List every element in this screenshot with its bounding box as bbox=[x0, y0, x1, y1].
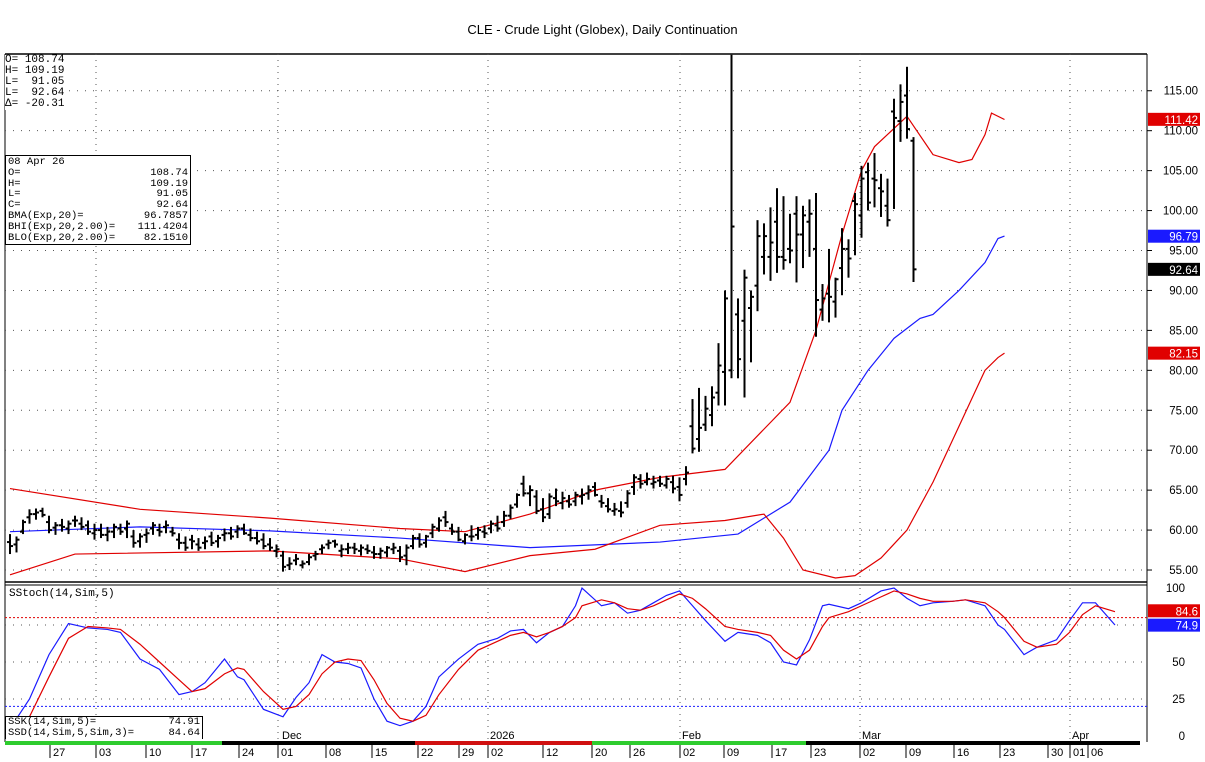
price-tick-label: 95.00 bbox=[1169, 246, 1198, 258]
info-row: O= 108.74 bbox=[8, 166, 188, 179]
date-tick-label: 30 bbox=[1051, 747, 1063, 759]
price-value-tag-text: 96.79 bbox=[1169, 232, 1198, 244]
date-tick-label: 02 bbox=[491, 747, 503, 759]
info-row: C= 92.64 bbox=[8, 199, 188, 212]
price-value-tag bbox=[1148, 112, 1200, 126]
info-row: BMA(Exp,20)= 96.7857 bbox=[8, 209, 188, 222]
stoch-value-tag bbox=[1148, 618, 1200, 632]
price-tick-label: 65.00 bbox=[1169, 485, 1198, 497]
stoch-row: SSD(14,Sim,5,Sim,3)= 84.64 bbox=[8, 727, 200, 739]
date-tick-label: 20 bbox=[595, 747, 607, 759]
stoch-tick-label: 50 bbox=[1172, 657, 1185, 669]
price-tick-label: 75.00 bbox=[1169, 405, 1198, 417]
price-tick-label: 90.00 bbox=[1169, 285, 1198, 297]
date-tick-label: 01 bbox=[1073, 747, 1085, 759]
moving-average-line bbox=[9, 235, 1005, 549]
date-tick-label: 12 bbox=[546, 747, 558, 759]
stoch-tick-label: 100 bbox=[1166, 583, 1185, 595]
price-tick-label: 115.00 bbox=[1164, 86, 1198, 98]
month-label: Dec bbox=[282, 730, 302, 742]
price-value-tag bbox=[1148, 229, 1200, 243]
date-tick-label: 09 bbox=[727, 747, 739, 759]
ohlc-readout: O= 108.74 H= 109.19 L= 91.05 L= 92.64 Δ=… bbox=[5, 54, 65, 110]
price-tick-label: 105.00 bbox=[1163, 166, 1198, 178]
price-value-tag-text: 111.42 bbox=[1165, 115, 1198, 127]
price-tick-label: 80.00 bbox=[1169, 365, 1198, 377]
date-bar-segment bbox=[222, 741, 415, 745]
price-tick-label: 60.00 bbox=[1169, 525, 1198, 537]
date-tick-label: 17 bbox=[775, 747, 787, 759]
date-tick-label: 15 bbox=[375, 747, 387, 759]
date-tick-label: 17 bbox=[195, 747, 207, 759]
price-tick-label: 70.00 bbox=[1169, 445, 1198, 457]
date-tick-label: 01 bbox=[281, 747, 293, 759]
stoch-row: SSK(14,Sim,5)= 74.91 bbox=[8, 716, 200, 728]
date-tick-label: 27 bbox=[53, 747, 65, 759]
stoch-panel-title: SStoch(14,Sim,5) bbox=[9, 588, 115, 600]
date-tick-label: 02 bbox=[683, 747, 695, 759]
readout-row: Δ= -20.31 bbox=[5, 98, 65, 110]
month-label: Apr bbox=[1072, 730, 1089, 742]
stoch-readout: SSK(14,Sim,5)= 74.91 SSD(14,Sim,5,Sim,3)=… bbox=[5, 716, 203, 739]
date-tick-label: 06 bbox=[1091, 747, 1103, 759]
info-panel: 08 Apr 26 O= 108.74 H= 109.19 L= 91.05 C= 92… bbox=[5, 155, 191, 246]
price-value-tag-text: 92.64 bbox=[1169, 265, 1198, 277]
info-row: H= 109.19 bbox=[8, 177, 188, 190]
stoch-tick-label: 0 bbox=[1179, 731, 1185, 743]
price-tick-label: 55.00 bbox=[1169, 565, 1198, 577]
info-row: BHI(Exp,20,2.00)= 111.4204 bbox=[8, 220, 188, 233]
stoch-value-tag bbox=[1148, 604, 1200, 618]
price-tick-label: 100.00 bbox=[1163, 206, 1198, 218]
date-tick-label: 23 bbox=[1003, 747, 1015, 759]
price-tick-label: 85.00 bbox=[1169, 325, 1198, 337]
chart-title: CLE - Crude Light (Globex), Daily Contin… bbox=[467, 22, 738, 37]
date-tick-label: 23 bbox=[814, 747, 826, 759]
readout-row: O= 108.74 bbox=[5, 54, 65, 66]
date-bar-segment bbox=[806, 741, 1000, 745]
readout-row: L= 92.64 bbox=[5, 87, 65, 99]
stoch-tick-label: 25 bbox=[1172, 694, 1185, 706]
stoch-k-line bbox=[9, 586, 1116, 729]
date-tick-label: 03 bbox=[99, 747, 111, 759]
info-row: BLO(Exp,20,2.00)= 82.1510 bbox=[8, 231, 188, 244]
bollinger-band-line bbox=[9, 352, 1005, 579]
date-bar-segment bbox=[415, 741, 592, 745]
readout-row: H= 109.19 bbox=[5, 65, 65, 77]
stoch-value-tag-text: 84.6 bbox=[1176, 606, 1198, 618]
date-tick-label: 10 bbox=[149, 747, 161, 759]
date-bar-segment bbox=[5, 741, 222, 745]
date-bar-segment bbox=[1000, 741, 1140, 745]
info-date: 08 Apr 26 bbox=[8, 156, 65, 168]
month-label: Mar bbox=[862, 730, 881, 742]
date-bar-segment bbox=[592, 741, 806, 745]
date-tick-label: 26 bbox=[633, 747, 645, 759]
date-tick-label: 24 bbox=[242, 747, 254, 759]
date-tick-label: 16 bbox=[957, 747, 969, 759]
date-tick-label: 02 bbox=[863, 747, 875, 759]
month-label: Feb bbox=[682, 730, 701, 742]
info-row: L= 91.05 bbox=[8, 188, 188, 201]
price-value-tag-text: 82.15 bbox=[1169, 349, 1198, 361]
stoch-d-line bbox=[9, 590, 1116, 734]
date-tick-label: 09 bbox=[909, 747, 921, 759]
price-value-tag bbox=[1148, 262, 1200, 276]
price-tick-label: 110.00 bbox=[1164, 126, 1198, 138]
month-label: 2026 bbox=[490, 730, 514, 742]
date-tick-label: 08 bbox=[329, 747, 341, 759]
price-value-tag bbox=[1148, 346, 1200, 360]
date-tick-label: 29 bbox=[462, 747, 474, 759]
date-tick-label: 22 bbox=[421, 747, 433, 759]
stoch-value-tag-text: 74.9 bbox=[1176, 621, 1198, 633]
readout-row: L= 91.05 bbox=[5, 76, 65, 88]
